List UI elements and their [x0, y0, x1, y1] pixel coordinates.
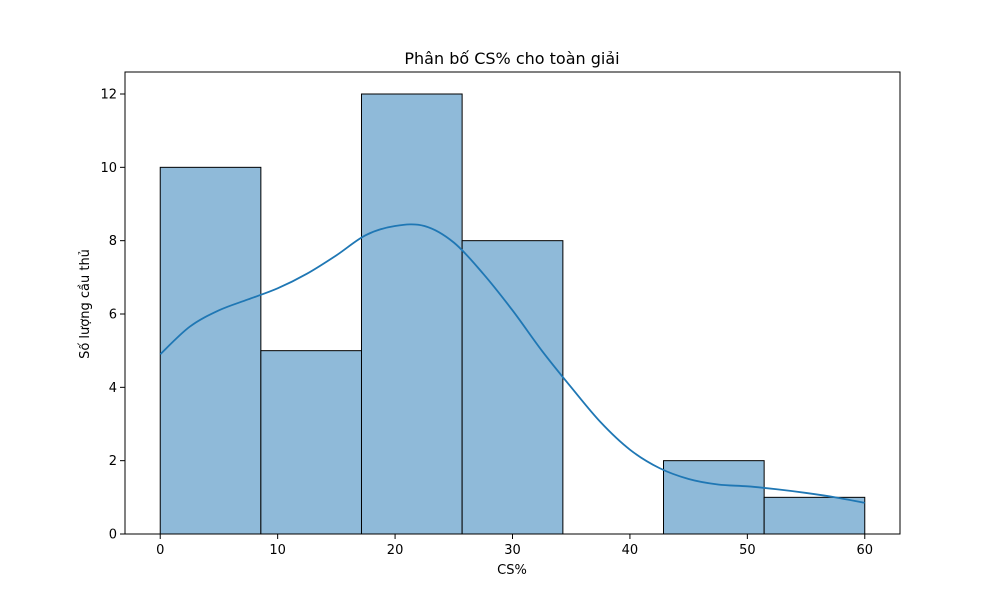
x-tick-label-0: 0 — [156, 543, 164, 558]
x-axis-title: CS% — [497, 563, 527, 578]
y-tick-label-6: 12 — [100, 88, 117, 103]
chart-title: Phân bố CS% cho toàn giải — [404, 49, 619, 68]
histogram-bar-2 — [360, 93, 463, 535]
histogram-bar-1 — [260, 350, 362, 535]
histogram-bar-5 — [663, 460, 765, 535]
x-tick-label-5: 50 — [739, 543, 756, 558]
y-tick-label-2: 4 — [109, 381, 117, 396]
y-tick-label-4: 8 — [109, 234, 117, 249]
y-tick-label-5: 10 — [100, 161, 117, 176]
bars-group — [159, 93, 866, 535]
y-axis-title: Số lượng cầu thủ — [78, 249, 93, 359]
x-axis: 0 10 20 30 40 50 60 — [156, 534, 873, 558]
histogram-bar-0 — [159, 166, 262, 535]
kde-group — [159, 223, 865, 504]
kde-line — [159, 223, 865, 504]
x-tick-label-2: 20 — [387, 543, 404, 558]
y-tick-label-1: 2 — [109, 454, 117, 469]
x-tick-label-6: 60 — [856, 543, 873, 558]
y-axis: 0 2 4 6 8 10 12 — [100, 88, 125, 543]
y-tick-label-0: 0 — [109, 528, 117, 543]
histogram-bar-6 — [763, 496, 866, 535]
y-tick-label-3: 6 — [109, 308, 117, 323]
histogram-bar-3 — [461, 240, 564, 535]
x-tick-label-3: 30 — [504, 543, 521, 558]
x-tick-label-4: 40 — [622, 543, 639, 558]
x-tick-label-1: 10 — [269, 543, 286, 558]
